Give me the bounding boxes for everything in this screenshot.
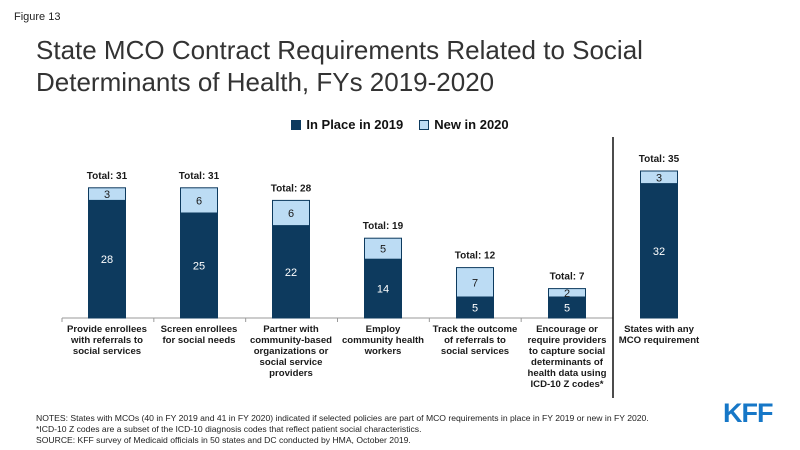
data-label-new: 3 <box>104 189 110 201</box>
category-label: with referrals to <box>70 335 143 346</box>
legend-swatch-new <box>419 119 430 130</box>
data-label-in-place: 25 <box>193 261 205 273</box>
bar-new-2020 <box>456 267 494 298</box>
legend-label-in-place: In Place in 2019 <box>306 117 404 132</box>
category-label: to capture social <box>529 346 605 357</box>
category-label: social services <box>73 346 141 357</box>
category-label: Employ <box>366 324 401 335</box>
total-label: Total: 7 <box>550 272 585 283</box>
kff-logo: KFF <box>723 398 773 428</box>
bar-new-2020 <box>364 237 402 260</box>
category-label: of referrals to <box>444 335 506 346</box>
data-label-new: 6 <box>288 208 294 220</box>
total-label: Total: 31 <box>87 171 128 182</box>
figure-label: Figure 13 <box>14 11 61 23</box>
chart-title: State MCO Contract Requirements Related … <box>36 35 643 97</box>
category-label: Partner with <box>263 324 319 335</box>
category-label: community-based <box>250 335 332 346</box>
data-label-in-place: 22 <box>285 267 297 279</box>
category-label: Provide enrollees <box>67 324 147 335</box>
notes-line: NOTES: States with MCOs (40 in FY 2019 a… <box>36 413 649 423</box>
category-label: providers <box>269 368 313 379</box>
data-label-new: 5 <box>380 244 386 256</box>
legend-item-in-place: In Place in 2019 <box>291 117 403 132</box>
bar-in-place-2019 <box>88 199 126 319</box>
category-label: health data using <box>528 368 607 379</box>
category-label: MCO requirement <box>619 335 700 346</box>
data-label-in-place: 5 <box>472 303 478 315</box>
bar-new-2020 <box>88 187 126 201</box>
total-label: Total: 28 <box>271 183 312 194</box>
category-label: States with any <box>624 324 695 335</box>
bar-new-2020 <box>640 170 678 185</box>
category-label: community health <box>342 335 424 346</box>
category-label: determinants of <box>531 357 604 368</box>
total-label: Total: 31 <box>179 171 220 182</box>
bar-in-place-2019 <box>180 212 218 319</box>
chart-notes: NOTES: States with MCOs (40 in FY 2019 a… <box>36 413 716 446</box>
category-label: Track the outcome <box>433 324 518 335</box>
category-label: Screen enrollees <box>161 324 238 335</box>
bar-new-2020 <box>548 288 586 298</box>
data-label-new: 3 <box>656 172 662 184</box>
total-label: Total: 19 <box>363 221 404 232</box>
total-label: Total: 12 <box>455 251 496 262</box>
data-label-new: 7 <box>472 277 478 289</box>
legend-label-new: New in 2020 <box>434 117 509 132</box>
category-label: social service <box>260 357 323 368</box>
data-label-in-place: 28 <box>101 254 113 266</box>
category-label: workers <box>364 346 402 357</box>
category-label: organizations or <box>254 346 329 357</box>
category-label: require providers <box>528 335 607 346</box>
chart-legend: In Place in 2019 New in 2020 <box>0 117 800 132</box>
category-label: for social needs <box>162 335 235 346</box>
category-label: social services <box>441 346 509 357</box>
data-label-in-place: 5 <box>564 303 570 315</box>
category-label: Encourage or <box>536 324 598 335</box>
legend-swatch-in-place <box>291 119 302 130</box>
bar-in-place-2019 <box>272 225 310 319</box>
total-label: Total: 35 <box>639 154 680 165</box>
bar-in-place-2019 <box>364 258 402 319</box>
bar-new-2020 <box>272 199 310 227</box>
legend-item-new: New in 2020 <box>419 117 509 132</box>
data-label-new: 6 <box>196 195 202 207</box>
data-label-new: 2 <box>564 288 570 300</box>
data-label-in-place: 32 <box>653 246 665 258</box>
category-label: ICD-10 Z codes* <box>530 379 603 390</box>
notes-line: *ICD-10 Z codes are a subset of the ICD-… <box>36 424 422 434</box>
data-label-in-place: 14 <box>377 284 389 296</box>
source-line: SOURCE: KFF survey of Medicaid officials… <box>36 435 411 445</box>
bar-new-2020 <box>180 187 218 214</box>
